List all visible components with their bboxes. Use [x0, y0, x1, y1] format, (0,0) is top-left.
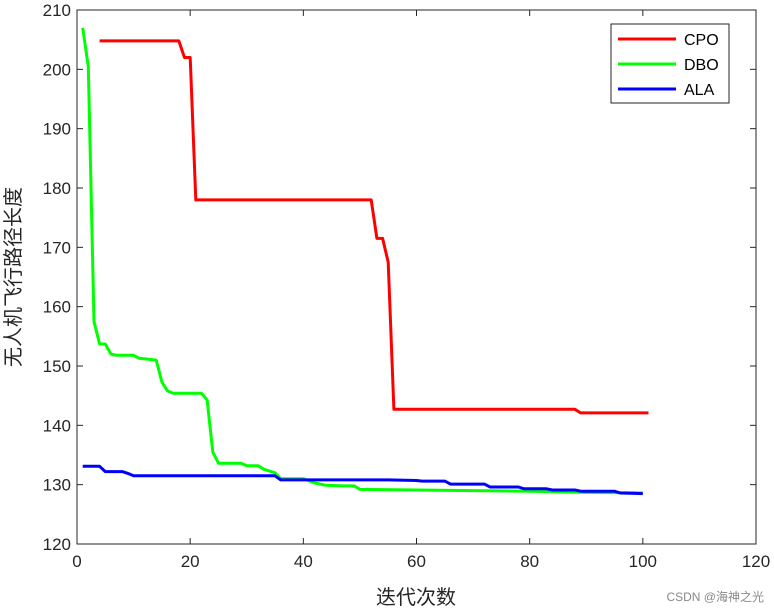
legend: CPO DBO ALA: [610, 23, 730, 104]
y-tick-label: 160: [43, 298, 71, 317]
series-layer: [81, 27, 649, 496]
series-line-ala: [82, 464, 643, 496]
x-tick-label: 100: [629, 552, 657, 571]
y-tick-label: 140: [43, 416, 71, 435]
x-tick-label: 60: [407, 552, 426, 571]
legend-label-cpo: CPO: [684, 32, 719, 49]
watermark: CSDN @海神之光: [666, 589, 764, 604]
series-line-dbo: [81, 27, 643, 495]
legend-label-ala: ALA: [684, 82, 715, 99]
y-tick-label: 190: [43, 120, 71, 139]
ticks-layer: 0 20 40 60 80 100 120 120 130 140 150 160 170 180 190 2…: [43, 1, 771, 571]
y-tick-label: 120: [43, 535, 71, 554]
x-tick-label: 20: [181, 552, 200, 571]
x-tick-label: 40: [294, 552, 313, 571]
x-tick-label: 120: [742, 552, 770, 571]
legend-label-dbo: DBO: [684, 57, 719, 74]
x-axis-title: 迭代次数: [376, 585, 456, 609]
y-tick-label: 200: [43, 60, 71, 79]
y-axis-title: 无人机飞行路径长度: [1, 187, 25, 367]
y-tick-label: 210: [43, 1, 71, 20]
series-line-cpo: [99, 39, 649, 415]
y-tick-label: 180: [43, 179, 71, 198]
y-tick-label: 150: [43, 357, 71, 376]
x-tick-label: 0: [72, 552, 81, 571]
y-tick-label: 170: [43, 238, 71, 257]
x-tick-label: 80: [520, 552, 539, 571]
y-tick-label: 130: [43, 476, 71, 495]
